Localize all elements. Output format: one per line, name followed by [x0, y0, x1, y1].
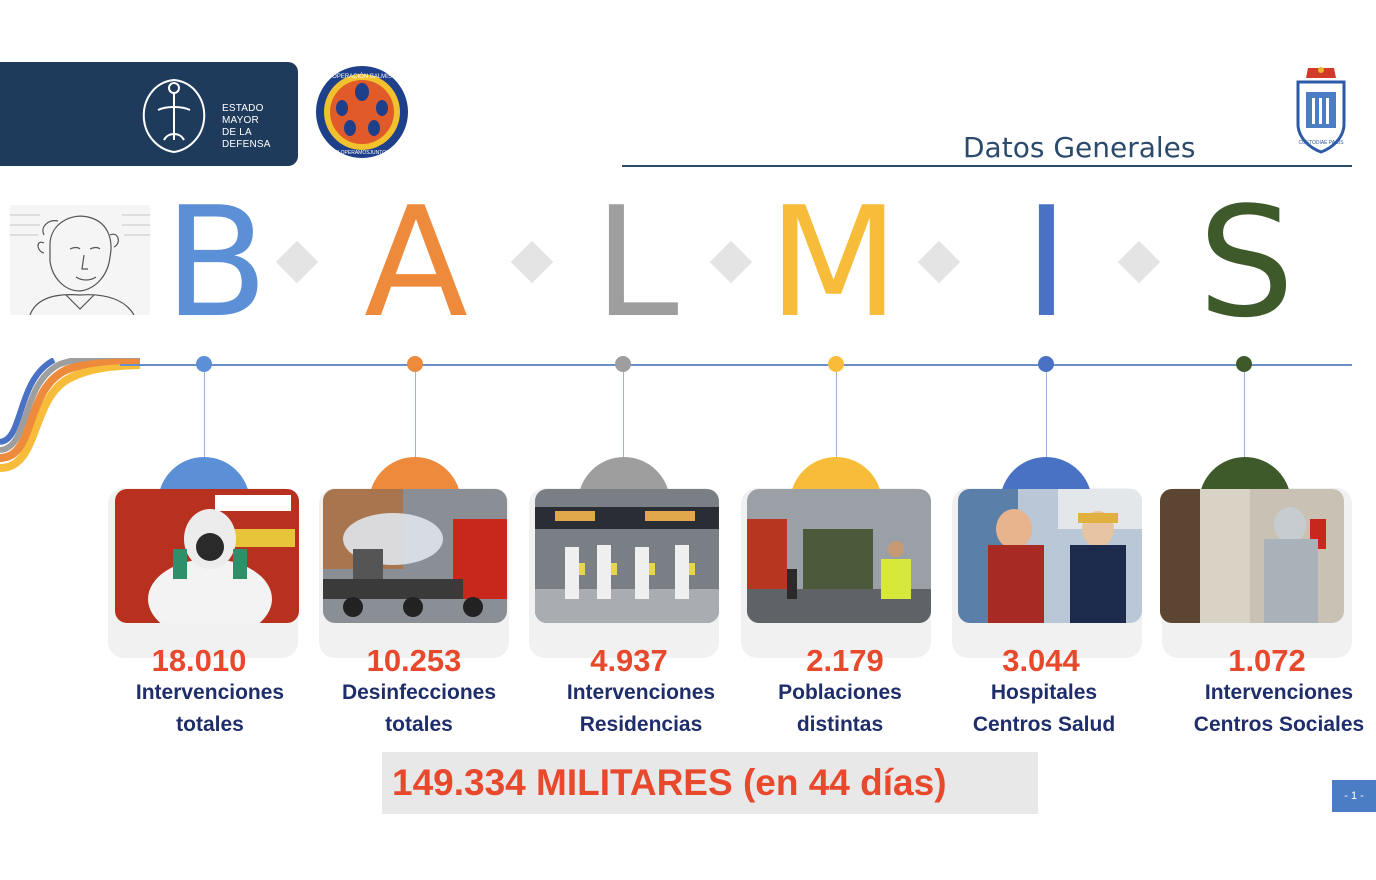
timeline-dot-5: [1038, 356, 1054, 372]
stat-number-1: 18.010: [151, 643, 247, 678]
timeline-dot-2: [407, 356, 423, 372]
total-militares: 149.334 MILITARES (en 44 días): [392, 762, 947, 803]
stat-label-2: Desinfecciones totales: [341, 681, 497, 736]
stat-label-5: Hospitales Centros Salud: [972, 681, 1116, 736]
stat-number-6: 1.072: [1228, 643, 1306, 678]
letter-m: M: [768, 174, 900, 351]
timeline-dot-4: [828, 356, 844, 372]
emad-line-3: DE LA: [222, 127, 252, 138]
disinfection-truck-photo: [323, 489, 507, 623]
letter-i: I: [1024, 174, 1069, 351]
emad-line-1: ESTADO: [222, 103, 264, 114]
connector-4: [836, 372, 837, 464]
stat-number-2: 10.253: [366, 643, 462, 678]
letter-b: B: [164, 174, 269, 351]
total-banner: [382, 752, 1038, 814]
emad-banner: [0, 62, 298, 166]
stat-number-5: 3.044: [1002, 643, 1080, 678]
emad-line-4: DEFENSA: [222, 139, 271, 150]
diamond-separator-4: [917, 240, 961, 284]
stat-label-1: Intervenciones totales: [135, 681, 285, 736]
connector-2: [415, 372, 416, 464]
stat-number-4: 2.179: [806, 643, 884, 678]
header-divider: [622, 165, 1352, 167]
page-number: - 1 -: [1332, 780, 1376, 812]
letter-l: L: [594, 174, 679, 351]
military-vehicle-photo: [747, 489, 931, 623]
letter-s: S: [1198, 174, 1295, 351]
army-crest-icon: CUSTODIAE PACIS: [1296, 67, 1346, 154]
timeline-dot-6: [1236, 356, 1252, 372]
emad-emblem-icon: [142, 78, 206, 154]
stat-label-4: Poblaciones distintas: [778, 681, 902, 736]
stat-label-6: Intervenciones Centros Sociales: [1193, 681, 1365, 736]
badge-text-bottom: ELOPERAMOSJUNTOS: [335, 150, 391, 156]
section-title: Datos Generales: [963, 131, 1196, 164]
diamond-separator-5: [1117, 240, 1161, 284]
hospital-support-photo: [958, 489, 1142, 623]
station-team-photo: [535, 489, 719, 623]
stat-number-3: 4.937: [590, 643, 668, 678]
balmis-portrait-image: [10, 205, 150, 315]
timeline-dot-3: [615, 356, 631, 372]
timeline-dot-1: [196, 356, 212, 372]
timeline-line: [120, 364, 1352, 366]
diamond-separator-3: [709, 240, 753, 284]
color-wave-decoration: [0, 358, 140, 472]
army-crest-motto: CUSTODIAE PACIS: [1298, 140, 1344, 146]
decontamination-suit-photo: [115, 489, 299, 623]
emad-wordmark: ESTADO MAYOR DE LA DEFENSA: [222, 103, 271, 151]
connector-1: [204, 372, 205, 464]
badge-text-top: OPERACIÓN BALMIS: [332, 73, 392, 80]
connector-5: [1046, 372, 1047, 464]
social-center-photo: [1160, 489, 1344, 623]
operacion-balmis-badge-icon: OPERACIÓN BALMIS ELOPERAMOSJUNTOS: [316, 66, 408, 158]
stat-label-3: Intervenciones Residencias: [566, 681, 716, 736]
connector-6: [1244, 372, 1245, 464]
letter-a: A: [364, 174, 468, 351]
diamond-separator-1: [275, 240, 319, 284]
connector-3: [623, 372, 624, 464]
diamond-separator-2: [510, 240, 554, 284]
emad-line-2: MAYOR: [222, 115, 259, 126]
